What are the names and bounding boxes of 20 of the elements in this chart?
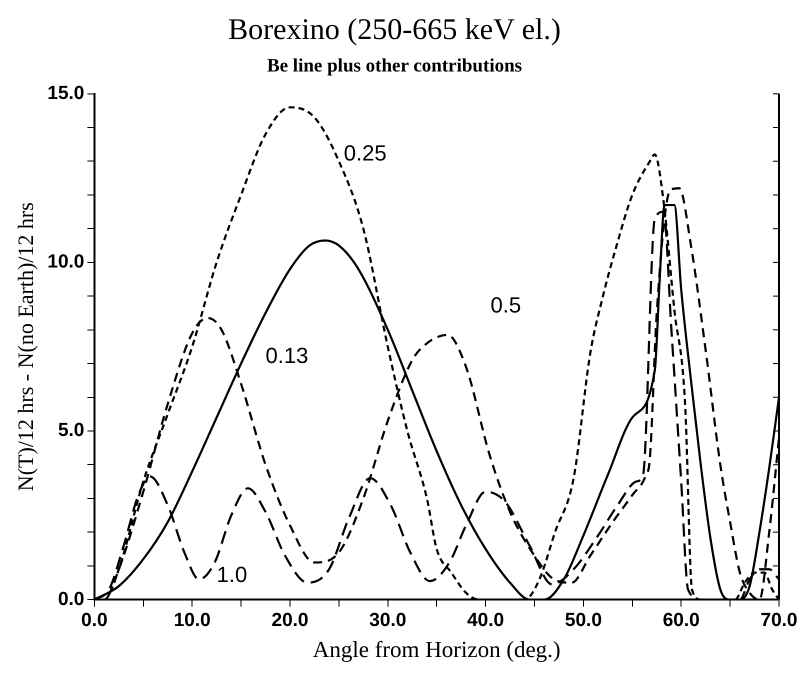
y-tick-label: 0.0	[58, 588, 84, 610]
x-axis-title: Angle from Horizon (deg.)	[312, 637, 561, 662]
x-tick-label: 30.0	[369, 610, 406, 632]
y-tick-label: 5.0	[58, 420, 84, 442]
chart-title: Borexino (250-665 keV el.)	[228, 12, 561, 46]
x-tick-label: 60.0	[662, 610, 700, 632]
x-tick-label: 40.0	[467, 610, 504, 632]
x-tick-label: 50.0	[564, 610, 602, 632]
series-label: 0.25	[344, 140, 387, 166]
x-tick-label: 0.0	[81, 610, 108, 632]
chart-subtitle: Be line plus other contributions	[266, 55, 522, 76]
series-label: 0.13	[266, 342, 308, 368]
x-tick-label: 70.0	[760, 610, 798, 632]
series-label: 1.0	[216, 562, 248, 588]
x-tick-label: 10.0	[174, 610, 211, 632]
text: 0.5	[490, 292, 522, 318]
y-tick-label: 10.0	[47, 252, 84, 273]
x-tick-label: 20.0	[271, 610, 308, 632]
y-axis-title: N(T)/12 hrs - N(no Earth)/12 hrs	[12, 202, 38, 492]
y-tick-label: 15.0	[47, 83, 84, 104]
